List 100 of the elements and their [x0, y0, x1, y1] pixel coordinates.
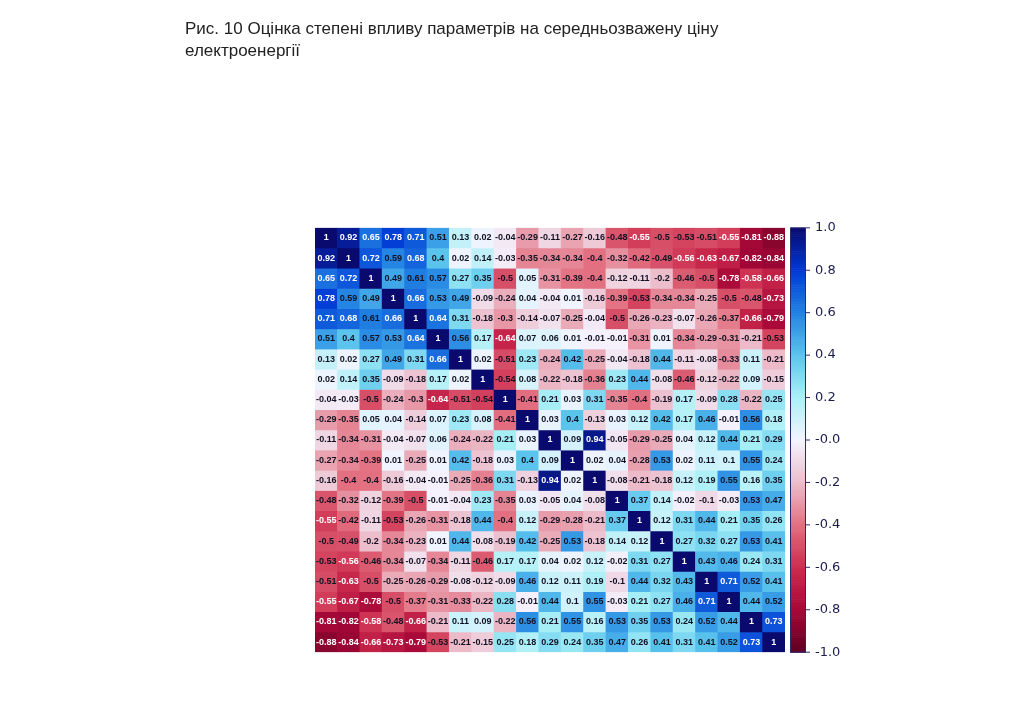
color-bar-label: -1.0 [815, 643, 841, 659]
data-label: 1 [614, 495, 620, 506]
data-label: 0.66 [406, 293, 425, 304]
data-label: -0.22 [494, 616, 516, 627]
data-label: -0.04 [584, 313, 606, 324]
data-label: 0.66 [429, 353, 447, 364]
color-bar-label: 0.4 [815, 346, 836, 362]
data-label: -0.55 [629, 232, 650, 243]
data-label: -0.22 [472, 596, 494, 607]
data-label: 0.28 [720, 394, 738, 405]
data-label: 1 [435, 333, 441, 344]
data-label: -0.34 [383, 555, 404, 566]
data-label: 0.12 [630, 414, 649, 425]
color-bar-label: -0.6 [815, 558, 841, 574]
chart-title: Рис. 10 Оцінка степені впливу параметрів на середньозважену ціну електроенергії [185, 18, 720, 62]
data-label: -0.14 [405, 414, 426, 425]
data-label: 0.78 [317, 293, 335, 304]
data-label: 0.1 [566, 596, 579, 607]
data-label: 0.01 [384, 454, 403, 465]
data-label: -0.39 [383, 495, 404, 506]
data-label: -0.37 [718, 313, 740, 324]
data-label: -0.01 [584, 333, 606, 344]
data-label: 0.53 [653, 454, 671, 465]
data-label: -0.04 [383, 434, 404, 445]
data-label: 0.18 [765, 414, 783, 425]
data-label: -0.26 [405, 515, 426, 526]
data-label: 0.03 [608, 414, 626, 425]
data-label: -0.35 [606, 394, 628, 405]
data-label: 0.13 [451, 232, 470, 243]
data-label: 0.46 [697, 414, 716, 425]
data-label: 0.04 [518, 293, 537, 304]
data-label: 0.17 [474, 333, 492, 344]
data-label: -0.29 [315, 414, 337, 425]
data-label: -0.04 [539, 293, 561, 304]
data-label: 1 [502, 394, 508, 405]
data-label: -0.22 [472, 434, 494, 445]
data-label: -0.56 [674, 252, 695, 263]
data-label: -0.46 [674, 373, 695, 384]
data-label: -0.34 [562, 252, 583, 263]
data-label: -0.09 [472, 293, 494, 304]
data-label: -0.64 [494, 333, 516, 344]
data-label: -0.24 [494, 293, 516, 304]
data-label: 0.35 [630, 616, 649, 627]
data-label: 0.27 [720, 535, 738, 546]
data-label: 0.73 [742, 636, 761, 647]
data-label: 0.53 [429, 293, 447, 304]
data-label: 0.31 [675, 636, 694, 647]
data-label: -0.18 [562, 373, 583, 384]
data-label: -0.13 [517, 474, 538, 485]
color-bar-label: -0.8 [815, 601, 841, 617]
data-label: 0.35 [474, 272, 492, 283]
data-label: -0.53 [383, 515, 404, 526]
data-label: -0.21 [629, 474, 650, 485]
data-label: -0.05 [606, 434, 628, 445]
data-label: 0.31 [586, 394, 604, 405]
data-label: 0.43 [675, 575, 694, 586]
data-label: 0.14 [608, 535, 626, 546]
data-label: 0.06 [429, 434, 447, 445]
data-label: -0.07 [405, 434, 426, 445]
color-bar-label: -0.2 [815, 473, 841, 489]
data-label: 0.11 [451, 616, 469, 627]
data-label: 0.55 [586, 596, 604, 607]
data-label: -0.26 [696, 313, 717, 324]
color-bar-label: -0.0 [815, 431, 841, 447]
data-label: 0.37 [608, 515, 626, 526]
data-label: -0.79 [405, 636, 426, 647]
data-label: -0.84 [763, 252, 785, 263]
data-label: 0.04 [384, 414, 403, 425]
data-label: -0.33 [450, 596, 471, 607]
data-label: -0.24 [383, 394, 404, 405]
data-label: -0.19 [651, 394, 673, 405]
data-label: 0.02 [474, 353, 492, 364]
data-label: -0.15 [472, 636, 494, 647]
data-label: 0.55 [563, 616, 582, 627]
data-label: 0.02 [675, 454, 694, 465]
data-label: -0.63 [338, 575, 359, 586]
data-label: -0.11 [629, 272, 650, 283]
data-label: -0.32 [606, 252, 628, 263]
data-label: -0.09 [696, 394, 717, 405]
data-label: 0.49 [451, 293, 470, 304]
data-label: 0.37 [630, 495, 649, 506]
data-label: 0.44 [451, 535, 470, 546]
data-label: 0.21 [541, 616, 559, 627]
data-label: -0.25 [450, 474, 471, 485]
data-label: 0.23 [518, 353, 537, 364]
data-label: 0.71 [406, 232, 425, 243]
data-label: 0.27 [362, 353, 380, 364]
data-label: 0.23 [451, 414, 470, 425]
data-label: 0.28 [496, 596, 514, 607]
data-label: -0.25 [696, 293, 717, 304]
data-label: 0.31 [675, 515, 694, 526]
data-label: 0.31 [406, 353, 425, 364]
color-bar-label: 0.6 [815, 304, 836, 320]
data-label: 0.04 [608, 454, 626, 465]
data-label: 0.61 [362, 313, 380, 324]
data-label: 0.57 [429, 272, 447, 283]
data-label: 1 [681, 555, 687, 566]
data-label: -0.12 [696, 373, 717, 384]
data-label: 0.03 [541, 414, 559, 425]
data-label: -0.53 [674, 232, 695, 243]
